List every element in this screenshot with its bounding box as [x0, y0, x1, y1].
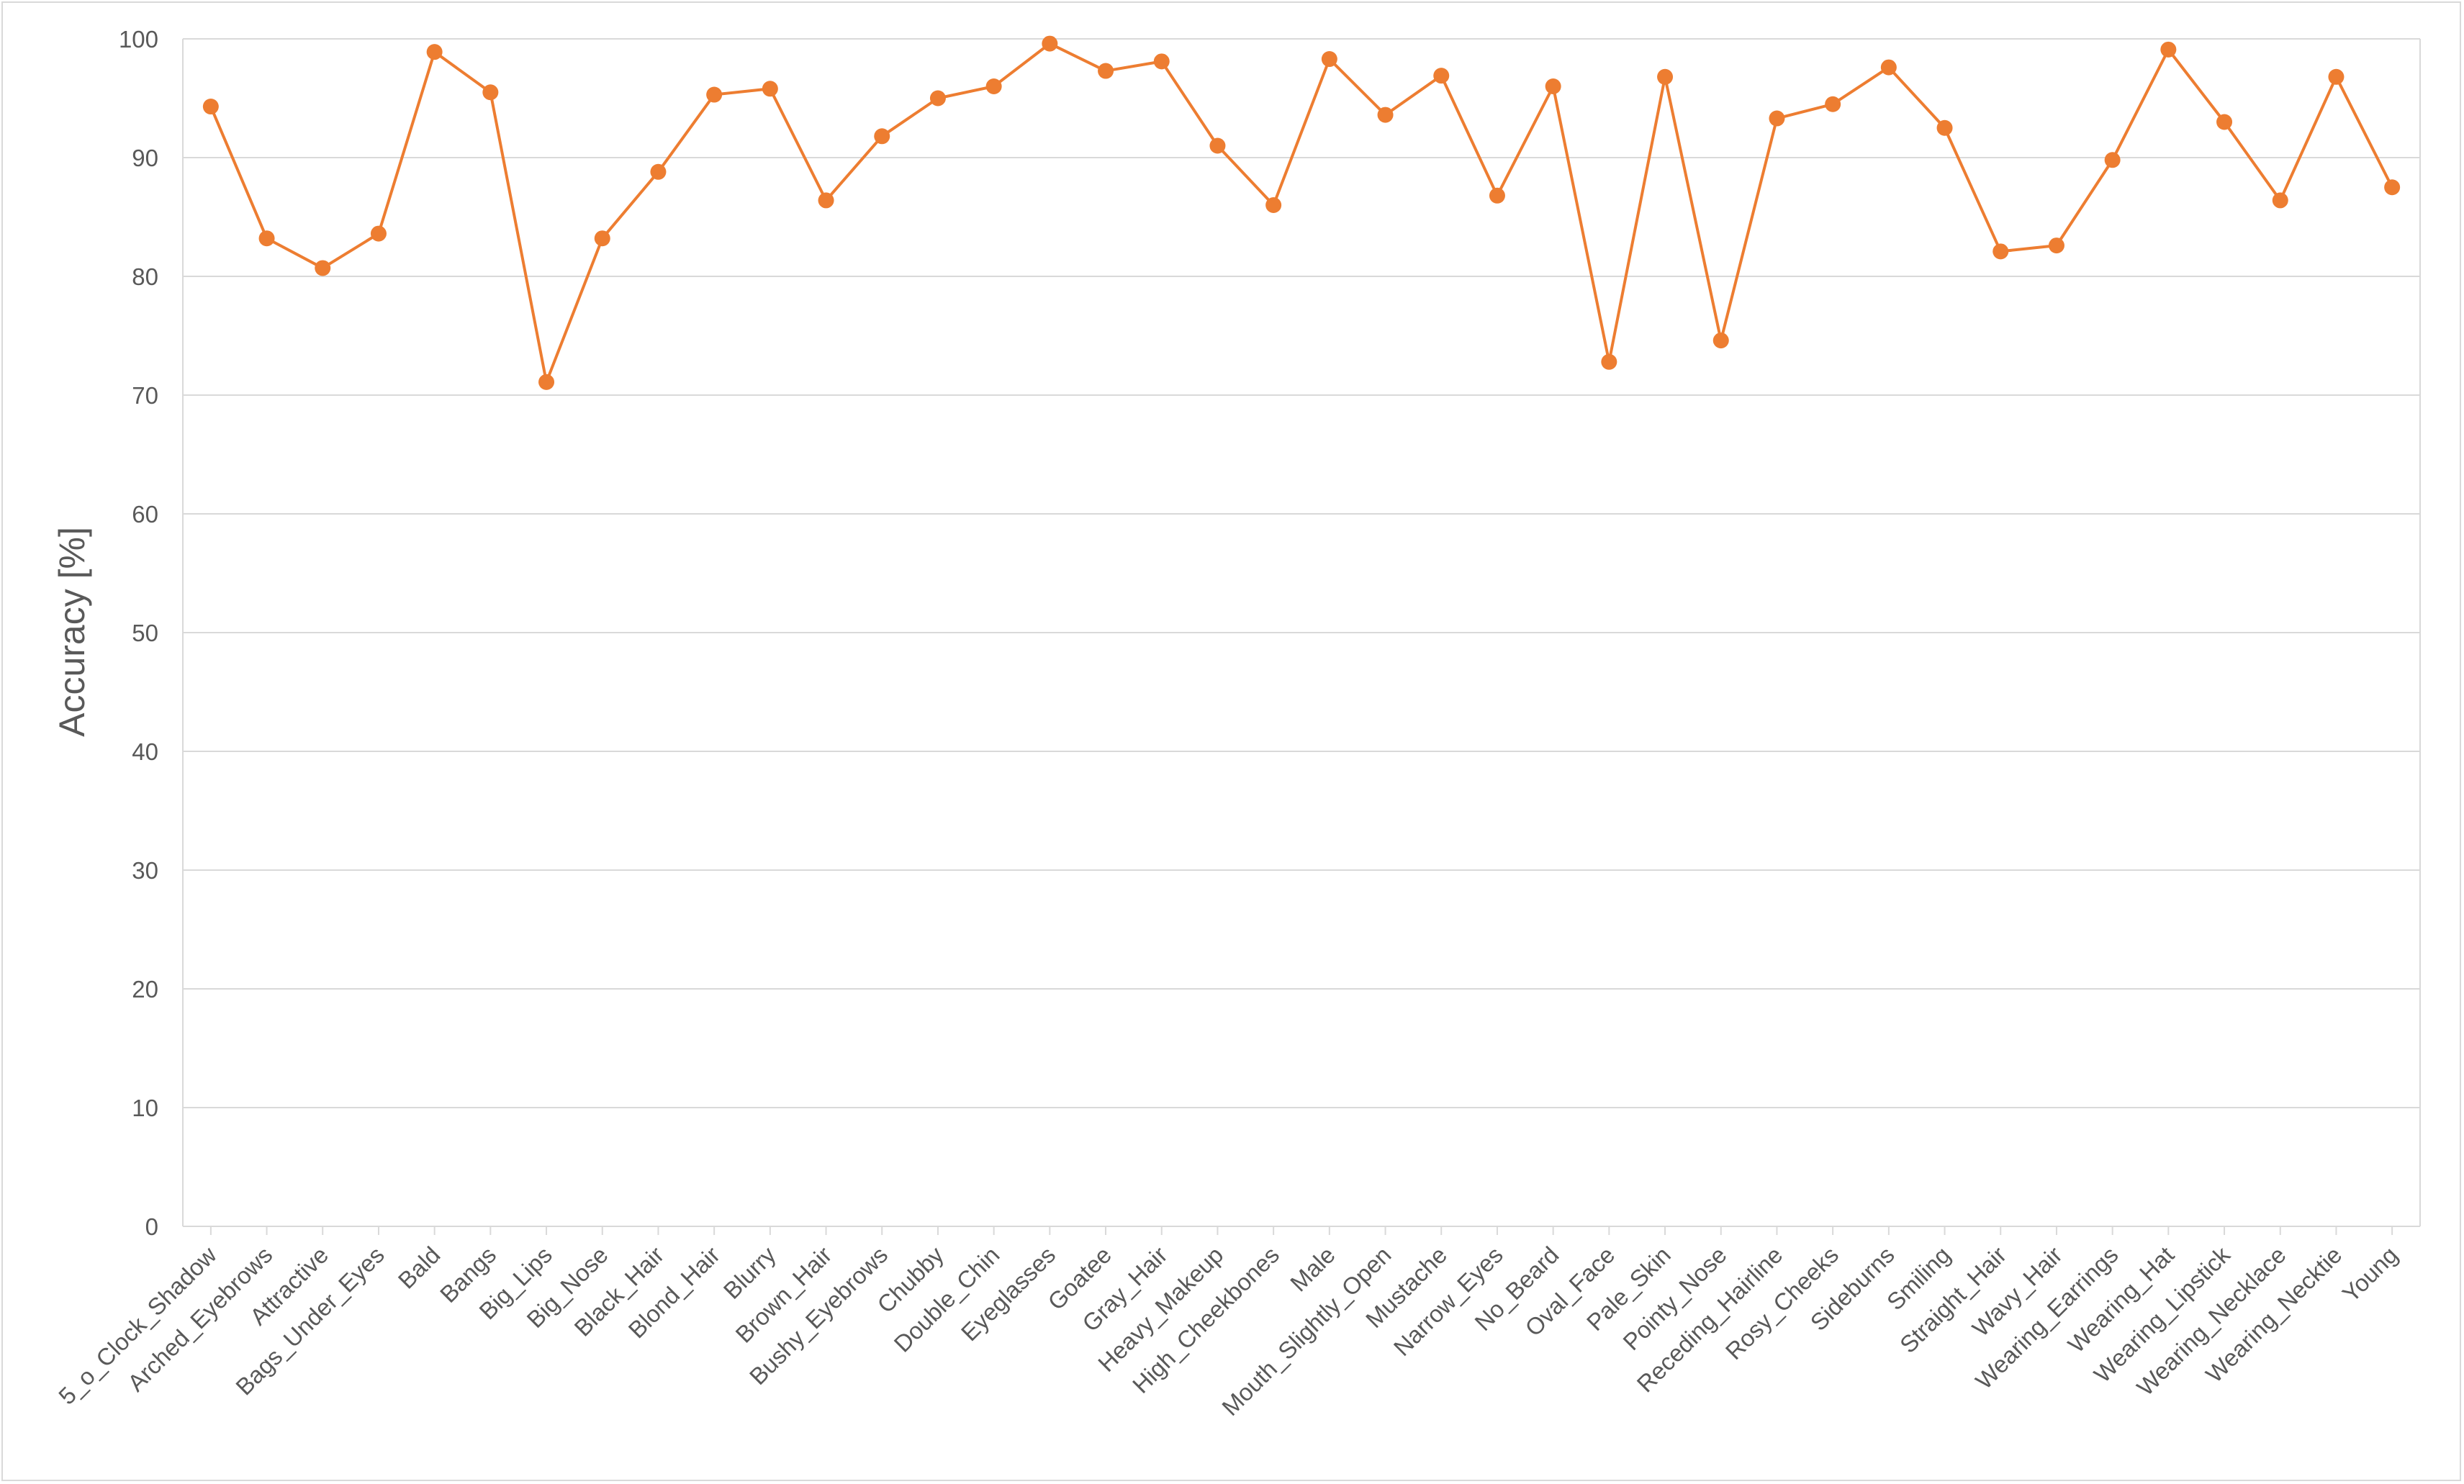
data-point	[1936, 119, 1953, 136]
data-point	[426, 44, 443, 60]
y-tick-label: 10	[132, 1095, 158, 1121]
y-axis-ticks: 0 10 20 30 40 50 60 70 80 90 100	[119, 26, 158, 1240]
data-point	[2160, 41, 2177, 58]
data-point	[2328, 68, 2345, 85]
y-tick-label: 0	[145, 1213, 158, 1240]
y-tick-label: 20	[132, 976, 158, 1003]
data-point	[1377, 107, 1394, 123]
y-tick-label: 40	[132, 738, 158, 765]
data-point	[1825, 96, 1841, 112]
data-point	[1265, 197, 1282, 213]
data-point	[2272, 192, 2288, 209]
y-tick-label: 60	[132, 501, 158, 528]
data-point	[1880, 59, 1897, 76]
data-point	[1153, 53, 1170, 70]
data-point	[2104, 152, 2121, 168]
data-point	[1769, 110, 1785, 127]
data-point	[258, 230, 275, 247]
y-tick-label: 80	[132, 263, 158, 290]
data-point	[818, 192, 834, 209]
x-tick-label: Young	[2337, 1241, 2404, 1308]
series-accuracy	[202, 35, 2401, 390]
data-point	[762, 81, 778, 97]
x-axis-ticks: 5_o_Clock_ShadowArched_EyebrowsAttractiv…	[53, 1226, 2403, 1421]
data-point	[482, 84, 499, 101]
data-point	[370, 225, 387, 242]
y-tick-label: 100	[119, 26, 158, 53]
data-point	[1712, 332, 1729, 349]
data-point	[1489, 187, 1505, 204]
y-tick-label: 90	[132, 145, 158, 171]
data-point	[1321, 51, 1337, 68]
data-point	[594, 230, 610, 247]
data-point	[1433, 68, 1450, 84]
data-point	[1601, 353, 1617, 370]
gridlines	[182, 38, 2421, 1227]
data-point	[1993, 243, 2009, 260]
y-tick-label: 50	[132, 620, 158, 646]
data-point	[1545, 78, 1561, 94]
data-point	[202, 99, 219, 115]
data-point	[1098, 63, 1114, 79]
data-point	[1209, 137, 1226, 154]
data-point	[1657, 68, 1674, 85]
data-point	[929, 90, 946, 107]
y-tick-label: 70	[132, 382, 158, 409]
data-point	[1042, 35, 1058, 52]
data-point	[874, 128, 890, 145]
series-line	[209, 42, 2393, 384]
data-point	[985, 78, 1002, 94]
data-point	[2048, 237, 2064, 254]
y-tick-label: 30	[132, 857, 158, 884]
data-point	[2216, 114, 2233, 130]
data-point	[315, 260, 331, 276]
y-axis-title: Accuracy [%]	[52, 527, 92, 737]
data-point	[2384, 179, 2401, 196]
data-point	[650, 163, 667, 180]
data-point	[706, 86, 723, 103]
data-point	[538, 374, 555, 390]
